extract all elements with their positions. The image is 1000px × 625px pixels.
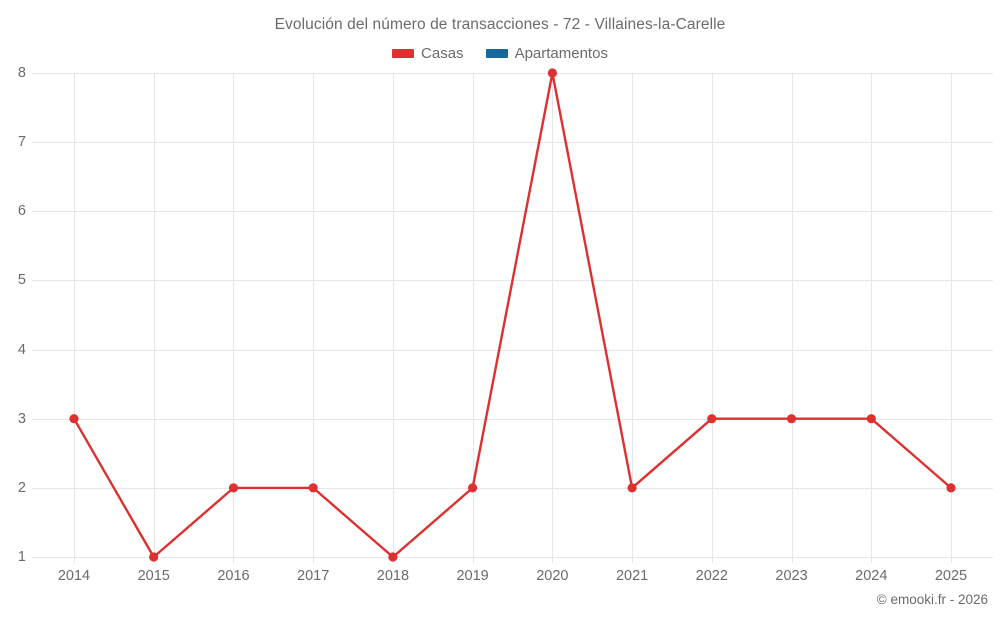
legend-label: Casas xyxy=(421,45,464,62)
chart-legend: Casas Apartamentos xyxy=(0,45,1000,62)
legend-label: Apartamentos xyxy=(514,45,608,62)
data-point-casas[interactable] xyxy=(468,483,478,493)
x-axis-tick-label: 2015 xyxy=(137,568,170,584)
x-axis-tick-label: 2025 xyxy=(934,568,968,584)
data-point-casas[interactable] xyxy=(149,552,159,562)
y-axis-tick-label: 2 xyxy=(17,479,26,496)
data-point-casas[interactable] xyxy=(308,483,318,493)
y-axis-tick-label: 1 xyxy=(17,548,26,565)
legend-item-apartamentos[interactable]: Apartamentos xyxy=(485,45,608,62)
x-axis-tick-label: 2022 xyxy=(695,568,728,584)
y-axis-tick-label: 6 xyxy=(17,203,26,220)
y-axis-tick-label: 4 xyxy=(17,341,26,358)
x-axis-tick-label: 2019 xyxy=(456,568,489,584)
x-axis-tick-label: 2017 xyxy=(297,568,330,584)
x-axis-tick-label: 2018 xyxy=(376,568,410,584)
x-axis-tick-label: 2016 xyxy=(217,568,250,584)
data-point-casas[interactable] xyxy=(786,414,797,424)
plot-area xyxy=(32,68,993,563)
legend-item-casas[interactable]: Casas xyxy=(392,45,464,62)
chart-title: Evolución del número de transacciones - … xyxy=(274,16,726,33)
data-point-casas[interactable] xyxy=(388,552,398,562)
legend-swatch-red-icon xyxy=(392,49,415,58)
y-axis-tick-label: 8 xyxy=(17,64,26,81)
data-point-casas[interactable] xyxy=(627,483,637,493)
y-axis-tick-label: 3 xyxy=(17,410,26,427)
y-axis: 1 2 3 4 5 6 7 8 xyxy=(0,66,26,564)
data-point-casas[interactable] xyxy=(707,414,717,424)
x-axis-tick-label: 2021 xyxy=(615,568,649,584)
data-point-casas[interactable] xyxy=(69,414,79,424)
footer-credit: © emooki.fr - 2026 xyxy=(876,592,988,607)
x-axis: 2014 2015 2016 2017 2018 2019 2020 2021 2022 2023… xyxy=(32,568,993,588)
x-axis-tick-label: 2023 xyxy=(775,568,808,584)
x-axis-tick-label: 2024 xyxy=(855,568,888,584)
legend-swatch-blue-icon xyxy=(485,49,508,58)
y-axis-tick-label: 5 xyxy=(17,272,26,289)
y-axis-tick-label: 7 xyxy=(17,133,26,150)
plot-svg xyxy=(32,68,993,563)
data-point-casas[interactable] xyxy=(866,414,876,424)
x-axis-tick-label: 2014 xyxy=(57,568,91,584)
data-point-casas[interactable] xyxy=(946,483,956,493)
data-point-casas[interactable] xyxy=(547,68,558,78)
series-line-casas xyxy=(72,71,953,559)
x-axis-tick-label: 2020 xyxy=(536,568,569,584)
data-point-casas[interactable] xyxy=(228,483,239,493)
